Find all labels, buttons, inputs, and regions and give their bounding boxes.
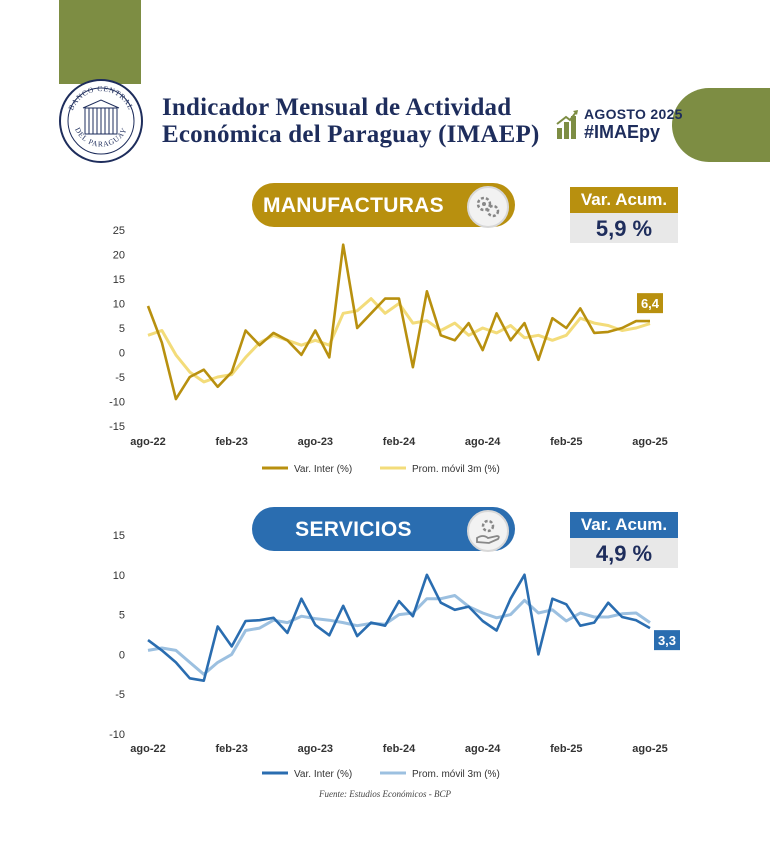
x-tick-label: ago-22 bbox=[130, 436, 165, 448]
x-tick-label: feb-25 bbox=[550, 436, 582, 448]
legend-label: Var. Inter (%) bbox=[294, 769, 352, 780]
legend-label: Prom. móvil 3m (%) bbox=[412, 769, 500, 780]
y-tick-label: 20 bbox=[113, 250, 125, 262]
title-line-2: Económica del Paraguay (IMAEP) bbox=[162, 121, 540, 148]
series-line-var-inter bbox=[146, 243, 650, 401]
servicios-acum-header: Var. Acum. bbox=[570, 512, 678, 538]
y-tick-label: 5 bbox=[119, 610, 125, 622]
hand-gear-service-icon bbox=[467, 510, 509, 552]
corner-decoration-right bbox=[672, 88, 770, 162]
x-tick-label: ago-23 bbox=[298, 743, 333, 755]
period-label: AGOSTO 2025 bbox=[584, 106, 683, 122]
y-tick-label: -10 bbox=[109, 729, 125, 741]
source-note: Fuente: Estudios Económicos - BCP bbox=[319, 789, 451, 799]
series-line-prom-movil bbox=[147, 297, 651, 384]
manufacturas-acum-header: Var. Acum. bbox=[570, 187, 678, 213]
manufacturas-label: MANUFACTURAS bbox=[263, 194, 444, 217]
last-value-label: 3,3 bbox=[658, 633, 676, 648]
x-tick-label: feb-23 bbox=[215, 743, 247, 755]
manufacturas-acum-value: 5,9 % bbox=[570, 213, 678, 243]
x-tick-label: ago-23 bbox=[298, 436, 333, 448]
x-tick-label: ago-24 bbox=[465, 743, 501, 755]
y-tick-label: 0 bbox=[119, 649, 125, 661]
y-tick-label: -10 bbox=[109, 397, 125, 409]
legend-label: Var. Inter (%) bbox=[294, 464, 352, 475]
last-value-label: 6,4 bbox=[641, 296, 660, 311]
manufacturas-chart: -15 -10 -5 0 5 10 15 20 25 ago-22 feb-23 ago-23 feb-… bbox=[109, 225, 668, 475]
corner-decoration-left bbox=[59, 0, 141, 84]
servicios-pill: SERVICIOS bbox=[252, 507, 515, 552]
manufacturas-pill: MANUFACTURAS bbox=[252, 183, 515, 228]
y-tick-label: 25 bbox=[113, 225, 125, 237]
y-tick-label: 15 bbox=[113, 274, 125, 286]
servicios-acum-value: 4,9 % bbox=[570, 538, 678, 568]
servicios-chart: -10 -5 0 5 10 15 ago-22 feb-23 ago-23 feb-24 ago-2… bbox=[109, 530, 680, 780]
last-value-badge bbox=[654, 630, 680, 651]
x-tick-label: ago-24 bbox=[465, 436, 501, 448]
page-title: Indicador Mensual de Actividad Económica… bbox=[162, 94, 539, 148]
x-tick-label: ago-25 bbox=[632, 743, 667, 755]
y-tick-label: 0 bbox=[119, 348, 125, 360]
title-line-1: Indicador Mensual de Actividad bbox=[162, 94, 512, 121]
legend-label: Prom. móvil 3m (%) bbox=[412, 464, 500, 475]
x-tick-label: feb-24 bbox=[383, 436, 416, 448]
servicios-label: SERVICIOS bbox=[295, 518, 412, 541]
growth-bars-icon bbox=[556, 110, 578, 139]
y-tick-label: -15 bbox=[109, 421, 125, 433]
y-tick-label: -5 bbox=[115, 689, 125, 701]
series-line-prom-movil bbox=[147, 594, 651, 676]
y-tick-label: 10 bbox=[113, 299, 125, 311]
y-tick-label: 5 bbox=[119, 323, 125, 335]
hashtag-label: #IMAEpy bbox=[584, 122, 661, 142]
bcp-logo: BANCO CENTRAL DEL PARAGUAY bbox=[59, 79, 143, 163]
last-value-badge bbox=[637, 293, 663, 314]
y-tick-label: 15 bbox=[113, 530, 125, 542]
y-tick-label: -5 bbox=[115, 372, 125, 384]
x-tick-label: feb-24 bbox=[383, 743, 416, 755]
x-tick-label: feb-25 bbox=[550, 743, 582, 755]
y-tick-label: 10 bbox=[113, 570, 125, 582]
period-badge: AGOSTO 2025 #IMAEpy bbox=[556, 104, 682, 146]
gears-industry-icon bbox=[467, 186, 509, 228]
series-line-var-inter bbox=[147, 573, 651, 682]
x-tick-label: ago-25 bbox=[632, 436, 667, 448]
x-tick-label: feb-23 bbox=[215, 436, 247, 448]
x-tick-label: ago-22 bbox=[130, 743, 165, 755]
